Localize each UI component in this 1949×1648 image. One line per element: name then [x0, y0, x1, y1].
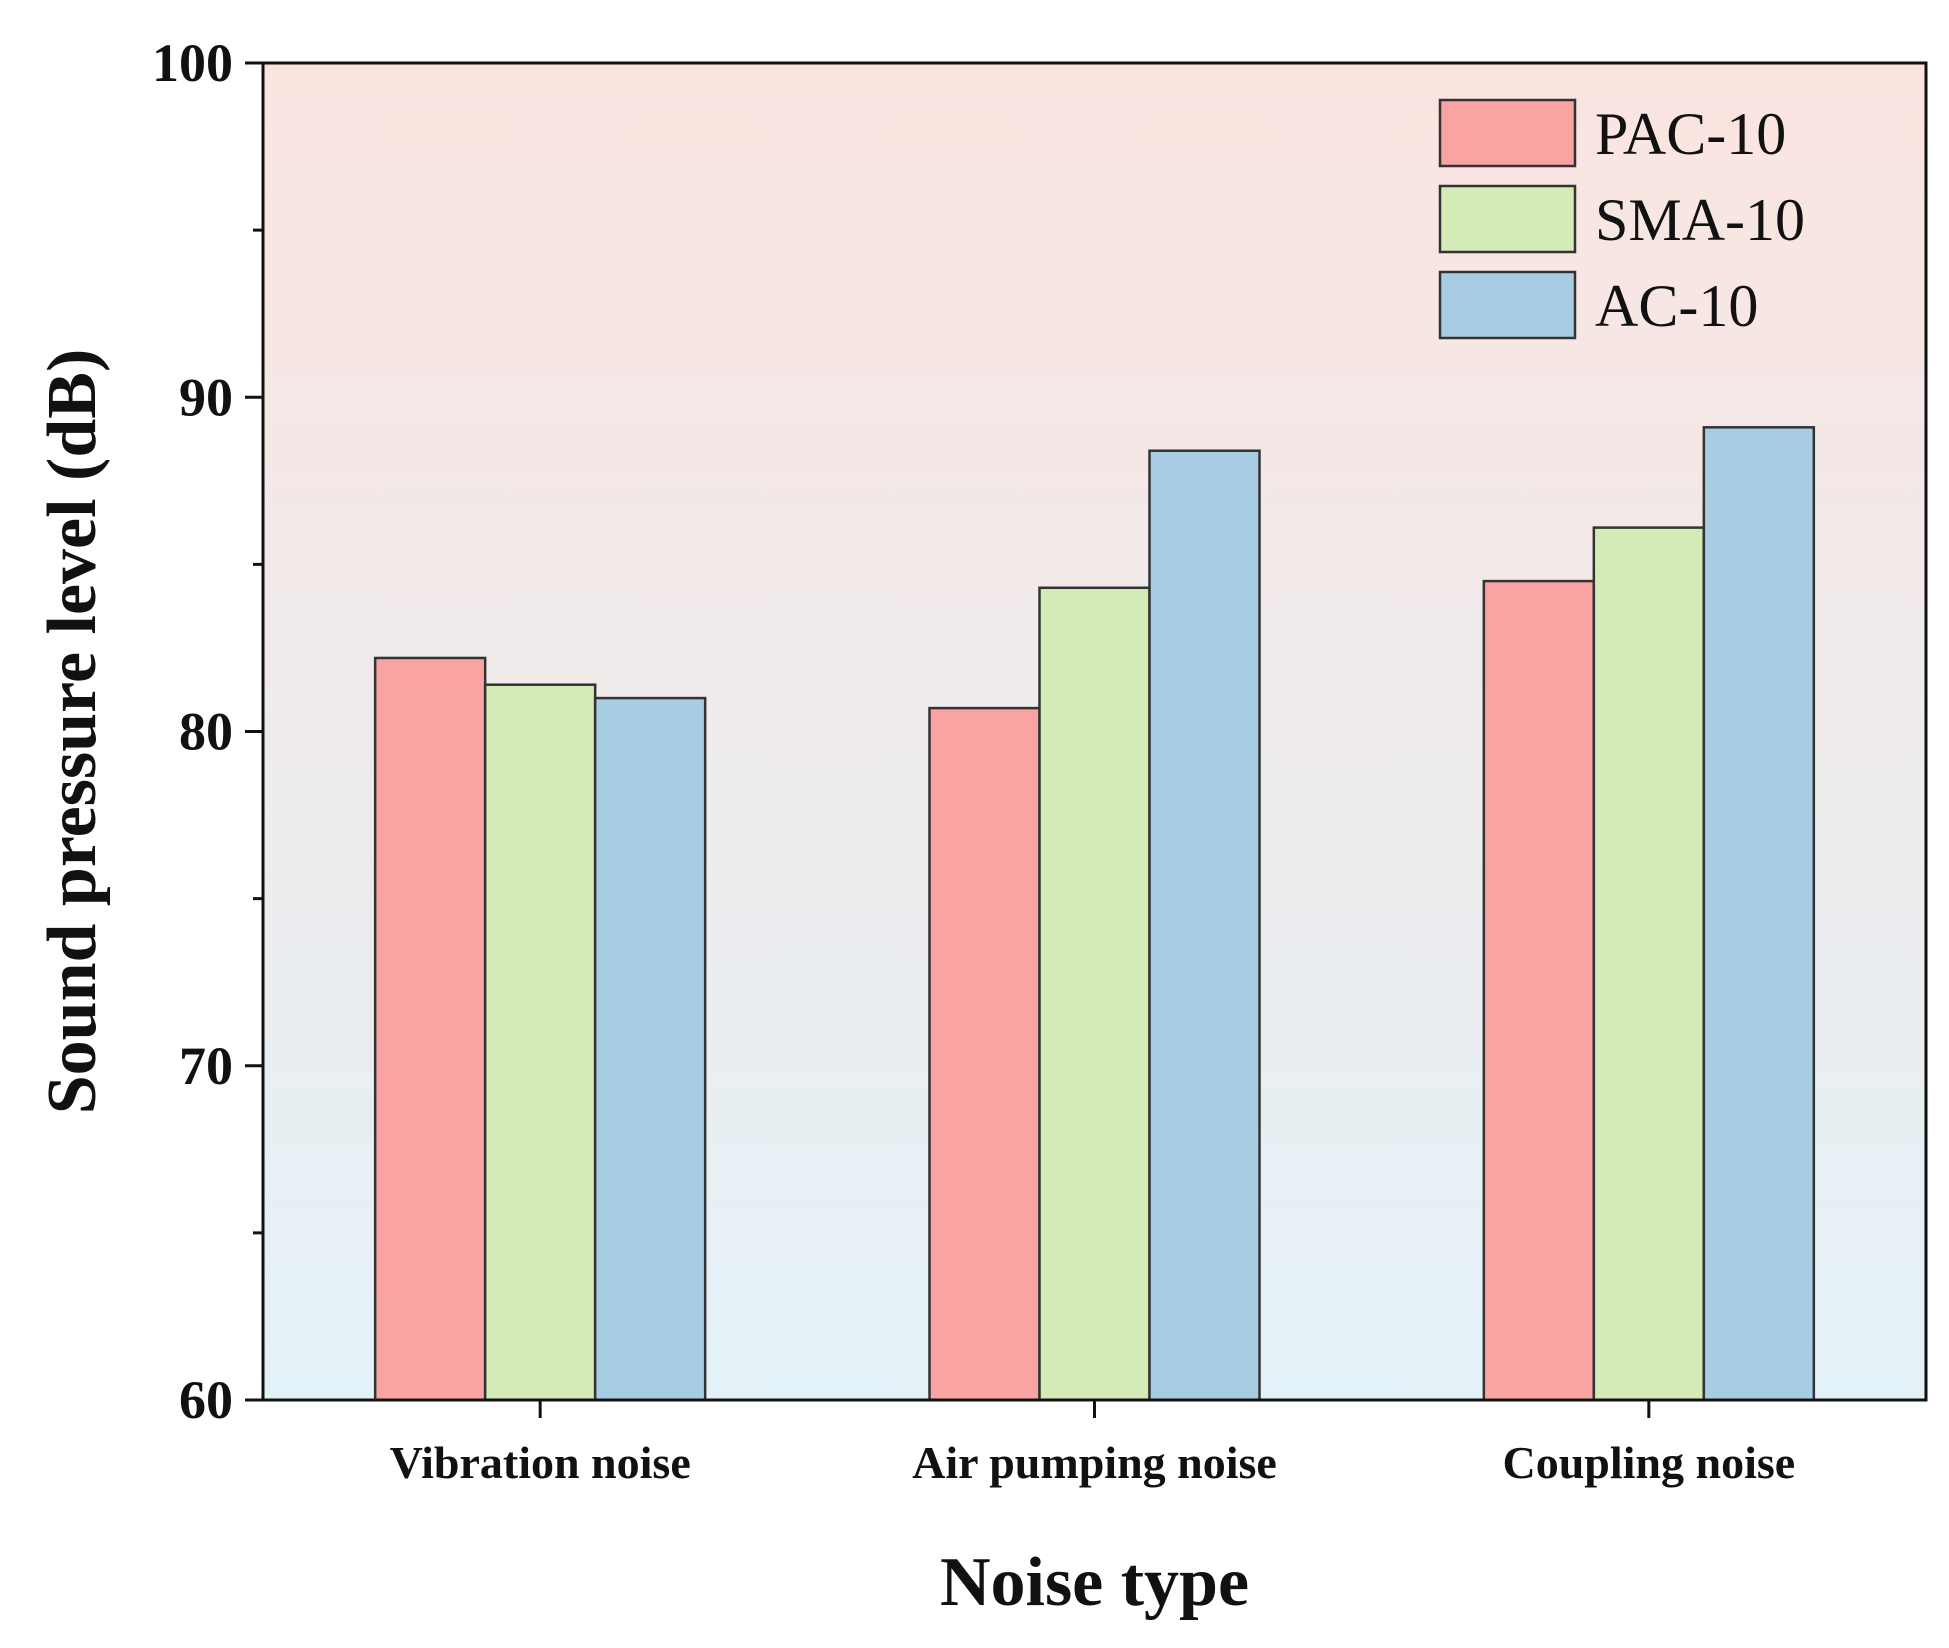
legend-swatch-sma-10	[1438, 184, 1577, 254]
bar-sma-10-air-pumping-noise	[1038, 586, 1151, 1402]
y-tick-label: 60	[179, 1370, 233, 1430]
x-tick-label: Vibration noise	[390, 1437, 691, 1488]
legend-label-ac-10: AC-10	[1595, 273, 1758, 339]
bar-ac-10-coupling-noise	[1702, 426, 1816, 1402]
y-axis-title: Sound pressure level (dB)	[34, 349, 111, 1115]
bar-ac-10-vibration-noise	[593, 696, 707, 1402]
x-tick-label: Coupling noise	[1502, 1437, 1795, 1488]
bar-sma-10-vibration-noise	[483, 683, 597, 1402]
axes-layer: 60 70 80 90 100 Vibration noise Air pumping no…	[152, 33, 1928, 1488]
y-tick-label: 100	[152, 33, 233, 93]
legend-swatch-pac-10	[1438, 98, 1577, 168]
bar-pac-10-coupling-noise	[1482, 579, 1596, 1402]
bar-sma-10-coupling-noise	[1592, 526, 1706, 1402]
bars-layer	[373, 426, 1816, 1402]
y-tick-label: 80	[179, 702, 233, 762]
legend: PAC-10 SMA-10 AC-10	[1438, 98, 1805, 340]
x-axis-title: Noise type	[940, 1544, 1249, 1621]
bar-ac-10-air-pumping-noise	[1148, 449, 1261, 1402]
legend-label-sma-10: SMA-10	[1595, 187, 1805, 253]
bar-pac-10-air-pumping-noise	[928, 706, 1041, 1402]
legend-swatch-ac-10	[1438, 270, 1577, 340]
y-tick-label: 70	[179, 1036, 233, 1096]
bar-pac-10-vibration-noise	[373, 656, 487, 1402]
legend-label-pac-10: PAC-10	[1595, 101, 1786, 167]
y-tick-label: 90	[179, 367, 233, 427]
x-tick-label: Air pumping noise	[912, 1437, 1277, 1488]
